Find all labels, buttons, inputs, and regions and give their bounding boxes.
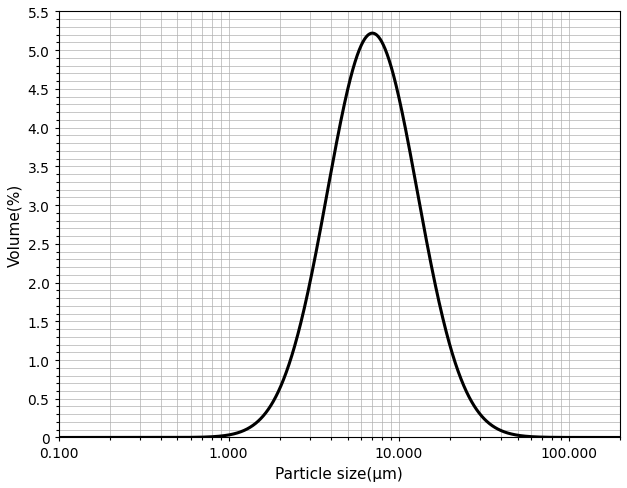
X-axis label: Particle size(μm): Particle size(μm) [275, 466, 403, 481]
Y-axis label: Volume(%): Volume(%) [7, 183, 22, 266]
